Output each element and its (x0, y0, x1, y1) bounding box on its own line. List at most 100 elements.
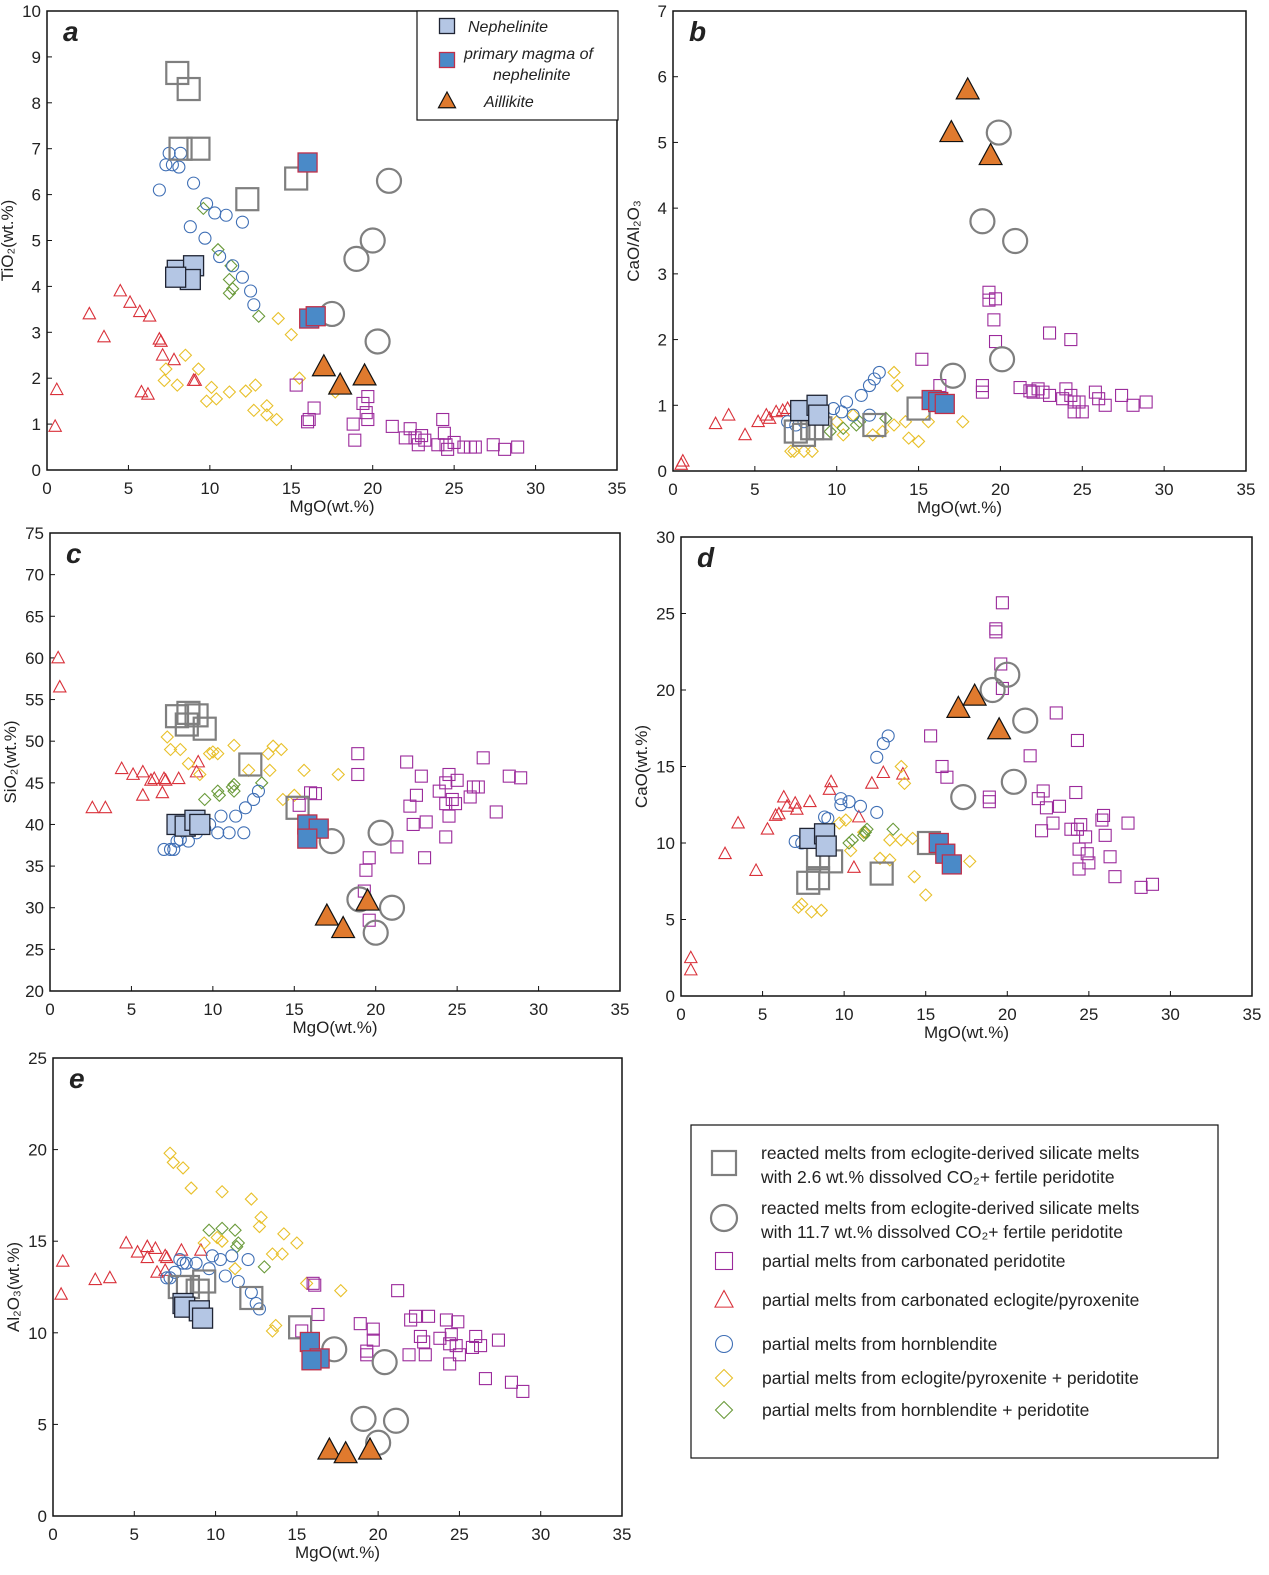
x-tick-label: 5 (130, 1525, 139, 1544)
data-point-carb-peridotite (1031, 382, 1045, 396)
data-point-carb-eclogite (876, 764, 891, 779)
data-point-ecl-pyx-perid (176, 1161, 190, 1175)
data-point-carb-peridotite (348, 433, 362, 447)
data-point-hornblendite (834, 792, 848, 806)
data-point-hornblendite (159, 158, 173, 172)
data-point-carb-peridotite (987, 313, 1001, 327)
data-point-carb-peridotite (1098, 828, 1112, 842)
data-point-carb-peridotite (353, 1317, 367, 1331)
data-point-carb-peridotite (406, 817, 420, 832)
data-point-aillikite (352, 362, 377, 386)
data-point-carb-peridotite (1072, 395, 1086, 409)
data-point-hornblendite (237, 826, 251, 840)
data-point-hornblendite (208, 206, 222, 220)
y-tick-label: 3 (32, 323, 41, 342)
data-point-ecl-pyx-perid (173, 742, 188, 757)
data-point-aillikite (938, 119, 964, 143)
data-point-carb-peridotite (471, 780, 485, 794)
data-point-carb-peridotite (417, 1335, 431, 1349)
data-point-carb-peridotite (1042, 388, 1057, 402)
data-point-carb-eclogite (98, 800, 113, 814)
data-point-hornb-perid (836, 421, 851, 436)
data-point-carb-peridotite (398, 431, 412, 445)
data-point-carb-peridotite (982, 790, 996, 804)
data-point-co2-2-6 (791, 422, 817, 447)
data-point-carb-eclogite (166, 352, 182, 366)
x-tick-label: 25 (450, 1525, 469, 1544)
data-point-hornblendite (251, 784, 266, 798)
y-tick-label: 45 (25, 774, 44, 793)
data-point-co2-11-7 (988, 346, 1016, 373)
nephelinite-legend-icon (438, 17, 456, 35)
x-tick-label: 0 (48, 1525, 57, 1544)
data-point-co2-11-7 (979, 676, 1006, 704)
data-point-hornblendite (157, 842, 171, 856)
data-point-carb-peridotite (1059, 382, 1073, 396)
data-point-carb-eclogite (846, 859, 862, 873)
data-point-carb-eclogite (155, 785, 170, 799)
data-point-carb-peridotite (451, 1315, 465, 1329)
data-point-carb-eclogite (119, 1235, 134, 1249)
data-point-ecl-pyx-perid (832, 816, 847, 830)
legend-label: reacted melts from eclogite-derived sili… (761, 1198, 1140, 1218)
y-tick-label: 70 (25, 566, 44, 585)
data-point-carb-peridotite (924, 729, 938, 743)
data-point-ecl-pyx-perid (210, 746, 225, 761)
data-point-carb-peridotite (486, 438, 500, 452)
x-tick-label: 25 (448, 1000, 467, 1019)
data-point-ecl-pyx-perid (193, 767, 207, 782)
data-point-carb-peridotite (511, 440, 525, 454)
data-point-carb-peridotite (1095, 813, 1109, 827)
panel-label: c (66, 538, 82, 569)
data-point-carb-peridotite (975, 379, 989, 393)
data-point-carb-peridotite (356, 396, 370, 410)
data-point-hornb-perid (886, 822, 900, 837)
data-point-co2-11-7 (969, 208, 996, 235)
data-point-ecl-pyx-perid (865, 428, 880, 442)
data-point-co2-11-7 (362, 919, 389, 946)
data-point-carb-peridotite (988, 334, 1003, 349)
y-tick-label: 25 (28, 1049, 47, 1068)
data-point-carb-peridotite (1064, 333, 1078, 347)
x-tick-label: 10 (835, 1005, 854, 1024)
data-point-hornblendite (168, 1265, 182, 1279)
data-point-hornb-perid (849, 418, 864, 432)
x-axis-label: MgO(wt.%) (290, 497, 375, 516)
data-point-ecl-pyx-perid (260, 398, 274, 413)
data-point-carb-peridotite (1121, 816, 1135, 830)
x-tick-label: 20 (991, 480, 1010, 499)
data-point-carb-peridotite (306, 1276, 320, 1290)
data-point-carb-peridotite (933, 379, 947, 393)
y-tick-label: 30 (656, 528, 675, 547)
panel-label: b (689, 16, 706, 47)
data-point-carb-peridotite (1064, 388, 1078, 402)
data-point-carb-peridotite (1023, 749, 1037, 763)
data-point-hornblendite (854, 388, 868, 402)
data-point-hornb-perid (231, 1236, 246, 1250)
x-tick-label: 15 (916, 1005, 935, 1024)
data-point-ecl-pyx-perid (897, 776, 912, 791)
data-point-hornblendite (229, 809, 243, 823)
data-point-ecl-pyx-perid (191, 362, 206, 376)
data-point-ecl-pyx-perid (284, 327, 299, 342)
data-point-carb-peridotite (391, 1284, 405, 1298)
y-axis-label: TiO₂(wt.%) (0, 200, 17, 282)
data-point-ecl-pyx-perid (911, 434, 926, 449)
data-point-carb-peridotite (1080, 847, 1094, 861)
data-point-carb-peridotite (1023, 384, 1037, 398)
x-axis-label: MgO(wt.%) (293, 1018, 378, 1037)
data-point-ecl-pyx-perid (238, 384, 253, 398)
data-point-ecl-pyx-perid (287, 788, 302, 803)
data-point-co2-2-6 (284, 166, 309, 191)
data-point-carb-peridotite (359, 863, 373, 877)
hornblendite-legend-icon (714, 1334, 734, 1354)
data-point-carb-peridotite (302, 412, 316, 427)
data-point-carb-peridotite (418, 1348, 432, 1362)
legend-label: Nephelinite (468, 19, 548, 36)
data-point-ecl-pyx-perid (804, 905, 819, 919)
data-point-co2-11-7 (371, 1349, 398, 1376)
data-point-ecl-pyx-perid (260, 408, 274, 422)
data-point-carb-peridotite (439, 830, 453, 844)
data-point-carb-peridotite (448, 797, 463, 811)
